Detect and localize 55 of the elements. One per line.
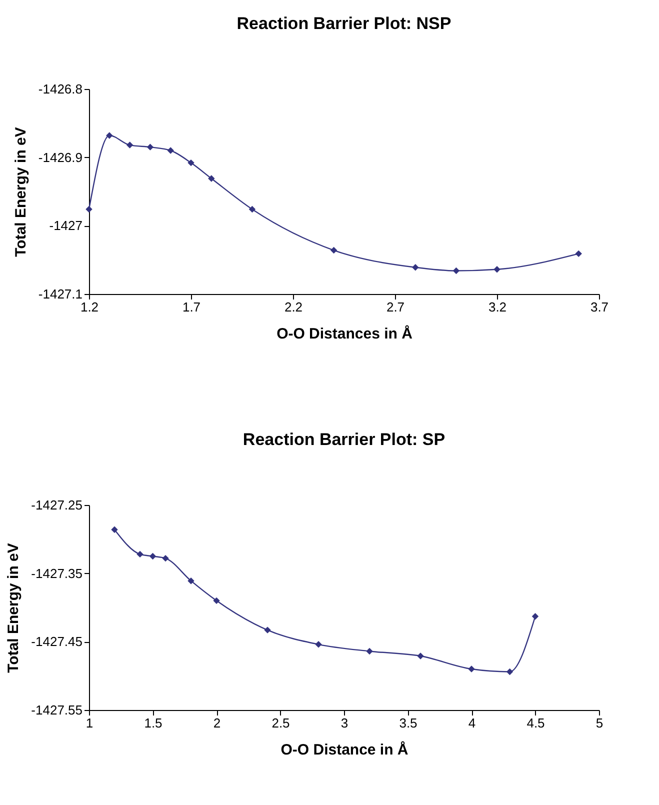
x-tick-label: 1.2 (80, 300, 99, 314)
y-tick-label: -1427.55 (31, 702, 82, 718)
x-tick-label: 1.7 (182, 300, 201, 314)
y-tick-label: -1427.25 (31, 498, 82, 512)
point (213, 597, 220, 604)
point (126, 142, 134, 148)
x-tick-label: 3.5 (399, 716, 418, 730)
point (575, 250, 582, 258)
y-tick-label: -1427.45 (31, 634, 82, 650)
x-tick-label: 2.7 (386, 300, 405, 314)
x-tick-label: 5 (596, 716, 604, 730)
x-tick-label: 3 (340, 716, 348, 730)
point (167, 147, 174, 154)
point (468, 666, 475, 672)
point (452, 267, 460, 274)
x-axis-title: O-O Distances in Å (276, 324, 413, 342)
y-tick-label: -1426.8 (38, 82, 82, 96)
x-tick-label: 2.5 (272, 716, 290, 730)
point (532, 613, 539, 620)
y-tick-label: -1427.1 (38, 286, 82, 302)
point (149, 552, 156, 560)
x-axis-title: O-O Distance in Å (280, 740, 408, 758)
x-tick-label: 2 (213, 716, 221, 730)
chart-title: Reaction Barrier Plot: SP (242, 430, 446, 449)
point (208, 175, 215, 182)
point (136, 550, 144, 558)
y-axis-title: Total Energy in eV (5, 543, 22, 673)
y-tick-label: -1427 (49, 218, 82, 234)
point (506, 668, 514, 676)
x-tick-label: 1 (86, 716, 94, 730)
y-tick-label: -1427.35 (31, 566, 82, 581)
point (188, 159, 194, 166)
point (106, 132, 113, 139)
point (315, 641, 322, 648)
point (366, 648, 373, 655)
point (86, 206, 92, 213)
y-axis-title: Total Energy in eV (12, 127, 30, 257)
x-tick-label: 3.7 (590, 300, 609, 314)
x-tick-label: 4 (468, 716, 476, 730)
point (111, 526, 118, 533)
point (146, 144, 154, 150)
point (188, 577, 194, 584)
x-tick-label: 2.2 (284, 300, 303, 314)
chart-title: Reaction Barrier Plot: NSP (236, 14, 452, 33)
y-tick-label: -1426.9 (38, 150, 82, 165)
point (162, 554, 169, 562)
x-tick-label: 1.5 (144, 716, 162, 730)
point (417, 652, 424, 660)
x-tick-label: 3.2 (488, 300, 507, 314)
point (494, 266, 500, 273)
point (248, 206, 256, 213)
point (264, 626, 271, 634)
point (330, 246, 338, 254)
point (412, 264, 419, 271)
x-tick-label: 4.5 (526, 716, 545, 730)
